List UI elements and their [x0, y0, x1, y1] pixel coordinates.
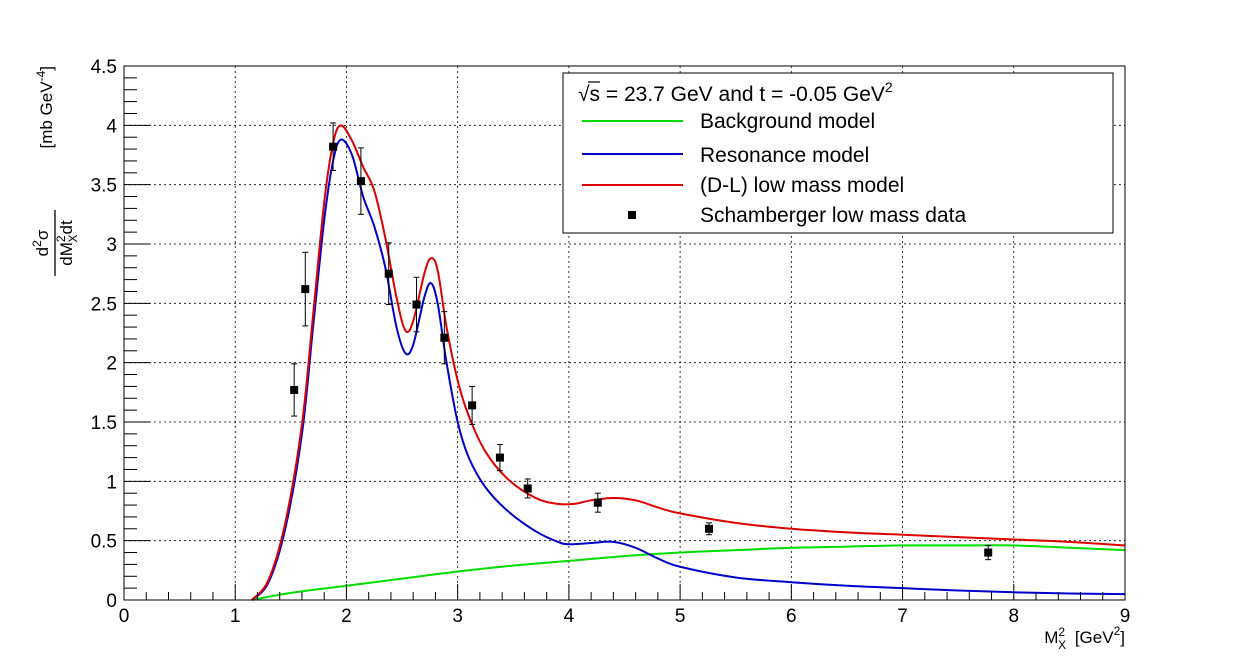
x-tick-label: 2 — [341, 606, 352, 627]
plot-frame — [123, 65, 1126, 601]
legend-swatch-data — [628, 211, 636, 219]
data-point — [290, 363, 299, 417]
legend-entry-resonance: Resonance model — [582, 144, 869, 167]
data-point — [468, 385, 477, 425]
x-tick-label: 4 — [564, 606, 575, 627]
data-marker — [412, 300, 421, 309]
series-line-background — [251, 544, 1126, 601]
data-point — [301, 251, 310, 327]
svg-text:Background model: Background model — [700, 110, 875, 133]
data-point — [495, 444, 504, 472]
y-tick-label: 0.5 — [91, 532, 117, 553]
data-marker — [523, 484, 532, 493]
data-point — [705, 522, 714, 536]
y-tick-label: 3.5 — [91, 176, 117, 197]
data-marker — [329, 142, 338, 151]
y-tick-label: 1.5 — [91, 413, 117, 434]
legend-entry-background: Background model — [582, 110, 875, 133]
data-point — [440, 311, 449, 365]
y-axis-fraction: d2σ dM2Xdt — [30, 210, 80, 276]
series-line-dl-model — [251, 124, 1126, 601]
x-tick-label: 8 — [1008, 606, 1019, 627]
legend-entry-data: Schamberger low mass data — [628, 204, 966, 227]
data-marker — [301, 285, 310, 294]
data-point — [984, 544, 993, 561]
data-marker — [384, 269, 393, 278]
x-tick-label: 1 — [230, 606, 241, 627]
x-tick-label: 6 — [786, 606, 797, 627]
svg-text:(D-L) low mass model: (D-L) low mass model — [700, 174, 904, 197]
legend-entry-dl-model: (D-L) low mass model — [582, 174, 904, 197]
data-point — [593, 492, 602, 513]
data-point — [384, 242, 393, 306]
data-point — [523, 478, 532, 499]
x-tick-label: 9 — [1120, 606, 1131, 627]
svg-text:√s = 23.7 GeV and t = -0.05 Ge: √s = 23.7 GeV and t = -0.05 GeV2 — [578, 79, 893, 106]
y-tick-label: 2.5 — [91, 294, 117, 315]
x-tick-label: 3 — [452, 606, 463, 627]
x-tick-label: 0 — [119, 606, 130, 627]
svg-text:Schamberger low mass data: Schamberger low mass data — [700, 204, 966, 227]
data-marker — [593, 498, 602, 507]
data-marker — [495, 453, 504, 462]
svg-text:Resonance model: Resonance model — [700, 144, 869, 167]
y-tick-label: 4 — [106, 116, 117, 137]
y-tick-label: 4.5 — [91, 57, 117, 78]
x-axis-label: M2 X [GeV2] — [1044, 624, 1125, 652]
legend-header: √s = 23.7 GeV and t = -0.05 GeV2 — [578, 79, 893, 106]
svg-text:d2σ: d2σ — [30, 229, 52, 256]
series-layer — [251, 122, 1126, 601]
data-marker — [984, 548, 993, 557]
svg-text:dM2Xdt: dM2Xdt — [54, 220, 80, 266]
data-point — [329, 122, 338, 171]
plot-border — [123, 65, 1126, 601]
data-point — [356, 147, 365, 215]
x-tick-label: 7 — [897, 606, 908, 627]
legend: √s = 23.7 GeV and t = -0.05 GeV2 Backgro… — [562, 72, 1114, 234]
y-axis-label: [mb GeV-4] — [34, 66, 56, 149]
data-marker — [705, 524, 714, 533]
axis-ticks: 0 1 2 3 4 5 6 7 8 9 0 0.5 1 1.5 2 2.5 3 3.5 4 4.5 — [91, 57, 1131, 627]
y-tick-label: 0 — [106, 591, 117, 612]
data-marker — [468, 401, 477, 410]
x-tick-label: 5 — [675, 606, 686, 627]
data-marker — [290, 385, 299, 394]
series-line-resonance — [251, 138, 1126, 601]
data-point — [412, 276, 421, 333]
data-marker — [440, 333, 449, 342]
y-tick-label: 2 — [106, 354, 117, 375]
data-marker — [356, 177, 365, 186]
y-tick-label: 3 — [106, 235, 117, 256]
y-tick-label: 1 — [106, 472, 117, 493]
svg-text:[mb GeV-4]: [mb GeV-4] — [34, 66, 56, 149]
